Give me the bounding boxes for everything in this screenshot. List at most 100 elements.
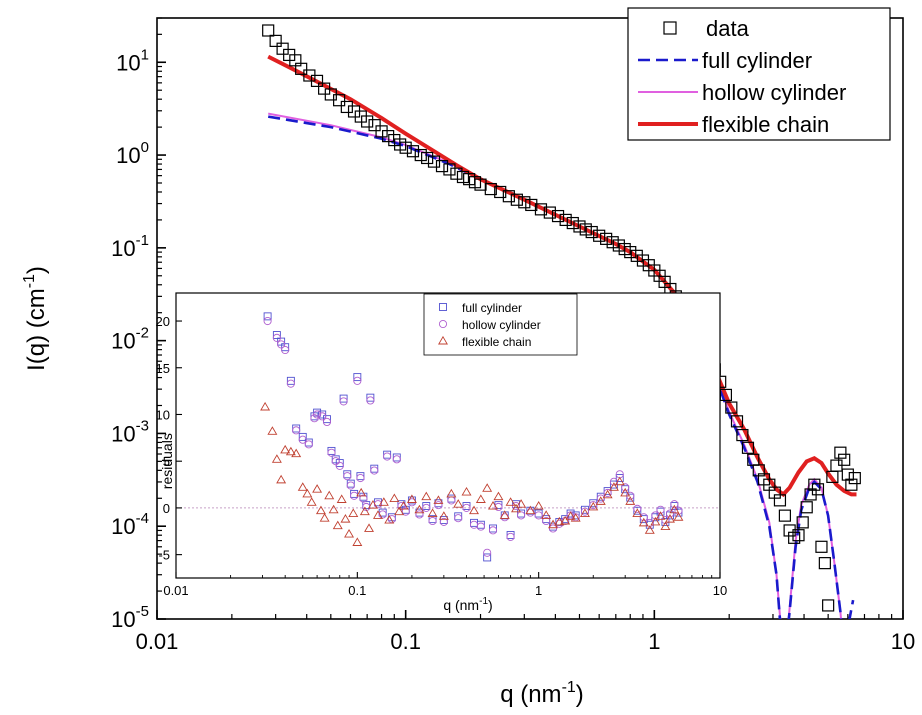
inset-point-hollow-cylinder — [292, 426, 301, 435]
inset-point-hollow-cylinder — [633, 504, 642, 513]
data-point — [518, 196, 531, 209]
legend-label-full-cylinder: full cylinder — [702, 48, 812, 73]
x-tick-label: 1 — [648, 629, 660, 654]
y-tick-label: 10-5 — [111, 603, 149, 632]
inset-point-flexible-chain — [595, 496, 606, 505]
inset-point-flexible-chain — [541, 510, 552, 519]
inset-point-hollow-cylinder — [422, 503, 431, 512]
inset-point-full-cylinder — [483, 553, 492, 562]
inset-y-axis-label: residuals — [159, 433, 175, 489]
inset-point-flexible-chain — [324, 490, 335, 500]
inset-point-hollow-cylinder — [661, 516, 670, 525]
inset-point-full-cylinder — [281, 343, 290, 352]
data-point — [443, 163, 456, 176]
main-plot-frame — [156, 17, 904, 620]
inset-point-flexible-chain — [359, 506, 370, 516]
x-tick-label: 0.1 — [390, 629, 421, 654]
inset-point-hollow-cylinder — [359, 494, 368, 503]
inset-point-flexible-chain — [271, 454, 282, 463]
inset-point-flexible-chain — [669, 504, 680, 514]
inset-point-flexible-chain — [499, 510, 510, 519]
inset-point-flexible-chain — [438, 511, 449, 520]
inset-point-flexible-chain — [280, 444, 291, 454]
data-point — [808, 478, 821, 491]
inset-point-hollow-cylinder — [511, 501, 521, 511]
inset-point-hollow-cylinder — [517, 511, 526, 520]
inset-point-hollow-cylinder — [434, 501, 443, 510]
inset-point-hollow-cylinder — [548, 524, 558, 533]
legend-label-hollow-cylinder: hollow cylinder — [702, 80, 846, 105]
inset-point-flexible-chain — [394, 506, 405, 516]
data-point — [593, 229, 606, 242]
y-tick-label: 101 — [116, 46, 149, 75]
inset-point-hollow-cylinder — [415, 510, 424, 519]
inset-point-hollow-cylinder — [580, 507, 590, 516]
inset-point-flexible-chain — [655, 511, 666, 520]
data-point — [796, 516, 809, 529]
data-point — [559, 213, 572, 227]
y-tick-label: 10-4 — [111, 510, 149, 539]
inset-point-flexible-chain — [332, 520, 343, 530]
inset-point-hollow-cylinder — [621, 483, 630, 492]
inset-point-hollow-cylinder — [665, 509, 675, 518]
inset-point-hollow-cylinder — [603, 488, 612, 498]
y-axis-label: I(q) (cm-1) — [21, 266, 50, 371]
data-point — [450, 167, 463, 180]
inset-point-hollow-cylinder — [383, 452, 392, 461]
legend-label-flexible-chain: flexible chain — [702, 112, 829, 137]
inset-point-hollow-cylinder — [281, 345, 290, 355]
data-point — [310, 74, 324, 87]
inset-point-flexible-chain — [638, 517, 649, 527]
inset-point-flexible-chain — [453, 499, 464, 508]
inset-x-tick-label: 0.1 — [348, 583, 366, 598]
data-point — [427, 155, 441, 168]
inset-y-tick-label: -5 — [158, 548, 170, 563]
inset-point-hollow-cylinder — [462, 503, 471, 512]
data-point — [818, 557, 831, 570]
inset-point-flexible-chain — [565, 511, 576, 520]
data-point — [361, 115, 374, 128]
inset-point-hollow-cylinder — [674, 506, 683, 515]
inset-point-hollow-cylinder — [656, 505, 665, 514]
inset-point-flexible-chain — [433, 495, 444, 504]
data-point — [725, 401, 738, 414]
data-point — [534, 203, 548, 216]
inset-y-tick-label: 0 — [163, 501, 170, 516]
inset-point-hollow-cylinder — [506, 532, 515, 541]
inset-point-flexible-chain — [632, 508, 643, 517]
inset-point-hollow-cylinder — [476, 522, 485, 531]
inset-point-flexible-chain — [602, 489, 613, 499]
inset-point-flexible-chain — [620, 487, 631, 497]
inset-point-hollow-cylinder — [335, 461, 344, 470]
inset-point-flexible-chain — [336, 494, 347, 503]
inset-point-flexible-chain — [482, 483, 493, 492]
data-point — [624, 245, 637, 259]
inset-point-flexible-chain — [315, 505, 326, 515]
inset-y-tick-label: 15 — [156, 361, 170, 376]
y-tick-label: 10-1 — [111, 232, 149, 261]
inset-point-hollow-cylinder — [454, 514, 463, 523]
inset-point-flexible-chain — [352, 537, 363, 546]
inset-point-full-cylinder — [339, 394, 348, 403]
legend-frame — [627, 7, 891, 141]
inset-point-flexible-chain — [260, 401, 271, 411]
x-tick-label: 0.01 — [136, 629, 179, 654]
inset-point-flexible-chain — [554, 516, 565, 526]
inset-point-flexible-chain — [291, 448, 302, 458]
inset-point-flexible-chain — [505, 497, 516, 506]
legend-marker-data — [663, 21, 677, 35]
inset-point-hollow-cylinder — [356, 473, 365, 483]
inset-point-flexible-chain — [461, 486, 472, 496]
data-point — [630, 249, 643, 262]
data-point — [551, 209, 565, 223]
data-point — [788, 531, 801, 544]
inset-point-full-cylinder — [615, 474, 624, 482]
inset-point-hollow-cylinder — [339, 397, 348, 406]
inset-point-hollow-cylinder — [596, 494, 605, 503]
x-axis-label: q (nm-1) — [500, 679, 584, 708]
inset-point-hollow-cylinder — [327, 448, 336, 457]
data-point — [845, 478, 858, 491]
inset-point-hollow-cylinder — [670, 500, 679, 509]
data-point — [773, 494, 787, 507]
